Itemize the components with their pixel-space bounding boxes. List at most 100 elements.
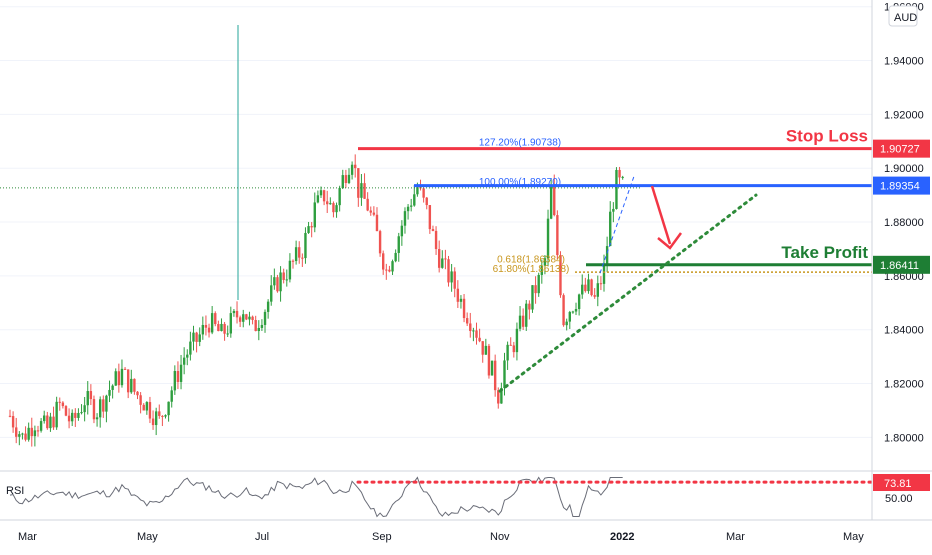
candle-body	[612, 208, 615, 212]
candle-body	[111, 385, 114, 390]
candle-body	[338, 188, 341, 206]
candle-body	[350, 164, 354, 175]
y-tick-label: 1.88000	[884, 217, 924, 229]
candle-body	[161, 415, 164, 417]
candle-body	[270, 285, 273, 302]
candle-body	[369, 210, 372, 213]
candle-body	[126, 369, 130, 393]
candle-body	[18, 434, 21, 437]
candle-body	[322, 190, 326, 202]
down-arrow	[650, 185, 672, 245]
candle-body	[83, 405, 86, 413]
candle-body	[192, 332, 195, 342]
candle-body	[120, 368, 124, 386]
candle-body	[481, 341, 484, 355]
y-tick-label: 1.82000	[884, 379, 924, 391]
candle-body	[77, 412, 80, 418]
candle-body	[556, 215, 559, 256]
candle-body	[403, 211, 407, 226]
level-tag-text: 1.86411	[880, 260, 919, 272]
candle-body	[506, 344, 509, 361]
candle-body	[27, 427, 30, 440]
candle-body	[61, 402, 65, 407]
candle-body	[195, 332, 198, 342]
candle-body	[391, 261, 394, 272]
y-tick-label: 1.86000	[884, 271, 924, 283]
candle-body	[605, 246, 609, 265]
candle-body	[406, 206, 410, 212]
candle-body	[329, 203, 332, 205]
candle-body	[571, 311, 575, 313]
candle-body	[354, 164, 357, 169]
currency-badge[interactable]	[888, 5, 918, 27]
candle-body	[428, 205, 432, 230]
candle-body	[30, 427, 33, 437]
arrow-head	[657, 232, 683, 250]
candle-body	[332, 203, 335, 213]
candle-body	[154, 411, 158, 426]
fib-label: 61.80%(1.86138)	[493, 264, 570, 275]
currency-label: AUD	[894, 12, 917, 24]
candle-body	[123, 368, 127, 370]
candle-body	[260, 324, 264, 328]
candle-body	[313, 202, 316, 228]
candle-body	[562, 295, 565, 326]
rsi-value-tag	[873, 474, 930, 491]
candle-body	[80, 412, 83, 414]
candle-body	[198, 334, 201, 342]
candle-body	[170, 390, 173, 402]
candle-body	[186, 354, 189, 358]
candle-body	[145, 402, 149, 411]
candle-body	[366, 198, 369, 211]
ascending-trendline	[498, 193, 758, 393]
candle-body	[521, 315, 525, 327]
candle-body	[621, 176, 624, 178]
candle-body	[273, 277, 276, 286]
candle-body	[493, 360, 497, 391]
candle-body	[158, 411, 161, 416]
candle-body	[385, 269, 388, 271]
candle-body	[450, 271, 453, 283]
candle-body	[553, 185, 556, 216]
candle-body	[441, 258, 444, 268]
candle-body	[102, 399, 105, 412]
candle-body	[182, 357, 186, 365]
candle-body	[36, 430, 40, 432]
candle-body	[173, 371, 177, 391]
x-tick-label: May	[843, 531, 864, 543]
y-tick-label: 1.92000	[884, 109, 924, 121]
candle-body	[568, 312, 571, 322]
candle-body	[201, 324, 205, 335]
candle-body	[444, 258, 447, 260]
candle-body	[310, 226, 313, 228]
candle-body	[15, 427, 18, 437]
candle-body	[64, 406, 68, 416]
candle-body	[456, 288, 460, 302]
candle-body	[220, 323, 223, 332]
candle-body	[210, 313, 214, 333]
rsi-mid-label: 50.00	[885, 493, 913, 505]
x-tick-label: May	[137, 531, 158, 543]
candle-body	[189, 341, 192, 355]
candle-body	[413, 194, 416, 206]
x-tick-label: Nov	[490, 531, 510, 543]
candle-body	[577, 294, 581, 310]
candle-body	[388, 269, 391, 272]
candle-body	[615, 169, 618, 209]
candle-body	[409, 205, 413, 207]
level-tag-text: 1.90727	[880, 144, 920, 156]
level-tag	[873, 176, 930, 195]
rsi-label: RSI	[6, 485, 24, 497]
candle-body	[469, 323, 472, 331]
rsi-value-text: 73.81	[884, 478, 912, 490]
candle-body	[285, 279, 288, 281]
candle-body	[242, 314, 245, 322]
candle-body	[279, 272, 282, 292]
candle-body	[335, 205, 338, 213]
candle-body	[425, 197, 428, 206]
candle-body	[574, 309, 578, 312]
candle-body	[301, 257, 304, 259]
level-tag-text: 1.89354	[880, 181, 920, 193]
